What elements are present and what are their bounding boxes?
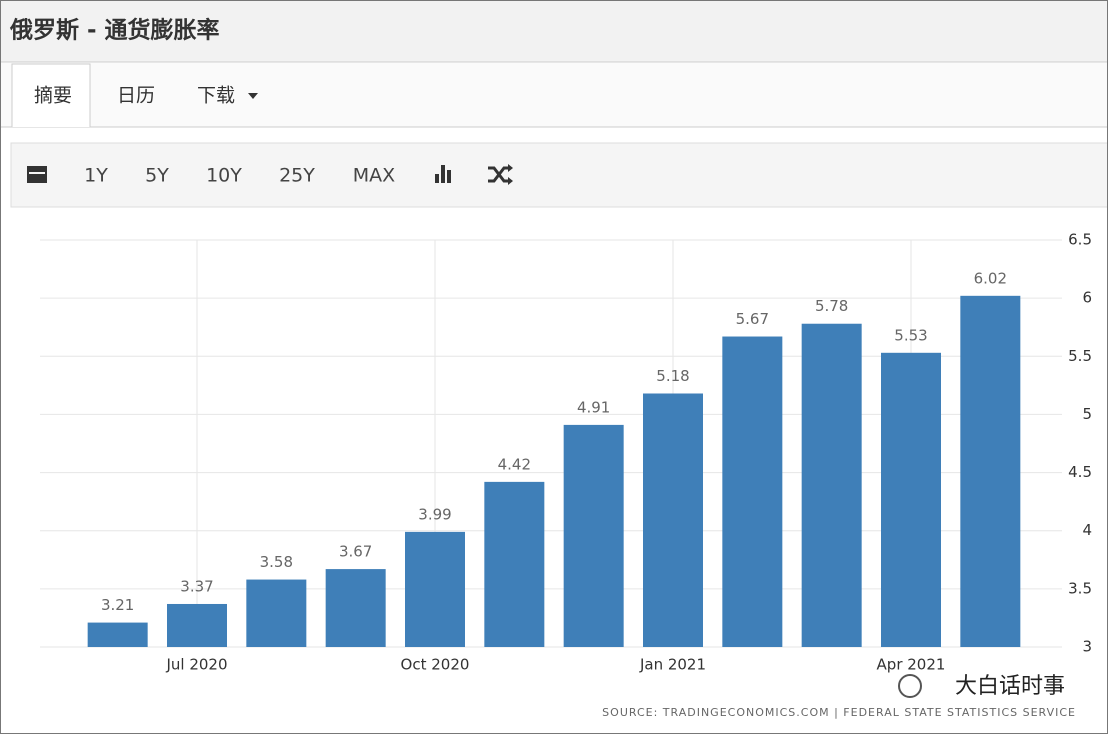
range-button[interactable]: 1Y [84, 165, 108, 187]
x-tick-label: Oct 2020 [401, 656, 470, 674]
tab-bar [0, 63, 1108, 127]
page-title: 俄罗斯 - 通货膨胀率 [9, 17, 220, 44]
bar [881, 352, 941, 647]
source-note: SOURCE: TRADINGECONOMICS.COM | FEDERAL S… [602, 706, 1076, 719]
bar [722, 336, 783, 647]
data-label: 3.67 [339, 543, 372, 561]
shuffle-icon[interactable] [488, 164, 513, 185]
y-tick-label: 4.5 [1068, 463, 1092, 481]
data-label: 3.99 [418, 505, 451, 523]
bar [563, 424, 624, 647]
watermark: 大白话时事 [955, 674, 1065, 699]
data-label: 5.78 [815, 297, 848, 315]
range-button[interactable]: 25Y [279, 165, 315, 187]
bar [801, 323, 862, 647]
data-label: 5.53 [894, 326, 927, 344]
wechat-icon [898, 674, 922, 698]
data-label: 5.67 [736, 310, 769, 328]
bar [960, 295, 1021, 647]
data-label: 3.21 [101, 596, 134, 614]
y-tick-label: 4 [1082, 521, 1092, 539]
bar [405, 531, 465, 647]
x-tick-label: Jan 2021 [639, 656, 706, 674]
data-label: 3.58 [260, 553, 293, 571]
bar [87, 622, 148, 647]
active-tab[interactable] [11, 63, 91, 127]
data-label: 5.18 [656, 367, 689, 385]
y-tick-label: 6 [1082, 289, 1092, 307]
data-label: 6.02 [974, 269, 1007, 287]
x-tick-label: Jul 2020 [165, 656, 227, 674]
bar [246, 579, 307, 647]
tab[interactable]: 日历 [117, 85, 155, 107]
y-tick-label: 6.5 [1068, 231, 1092, 249]
header-bar [0, 0, 1108, 62]
toolbar [10, 142, 1108, 208]
bar-chart-icon[interactable] [435, 165, 451, 183]
x-tick-label: Apr 2021 [877, 656, 946, 674]
y-tick-label: 3 [1082, 638, 1092, 656]
data-label: 4.91 [577, 398, 610, 416]
range-button[interactable]: 5Y [145, 165, 169, 187]
dropdown-caret[interactable] [248, 93, 258, 99]
bar [643, 393, 703, 647]
bar [167, 603, 227, 647]
tab[interactable]: 下载 [197, 85, 235, 107]
bar [325, 569, 386, 647]
tab[interactable]: 摘要 [34, 85, 72, 107]
calendar-icon[interactable] [27, 166, 47, 183]
y-tick-label: 5.5 [1068, 347, 1092, 365]
data-label: 4.42 [498, 455, 531, 473]
data-label: 3.37 [180, 577, 213, 595]
y-tick-label: 3.5 [1068, 579, 1092, 597]
range-button[interactable]: MAX [353, 165, 395, 187]
bar [484, 481, 545, 647]
range-button[interactable]: 10Y [206, 165, 242, 187]
y-tick-label: 5 [1082, 405, 1092, 423]
